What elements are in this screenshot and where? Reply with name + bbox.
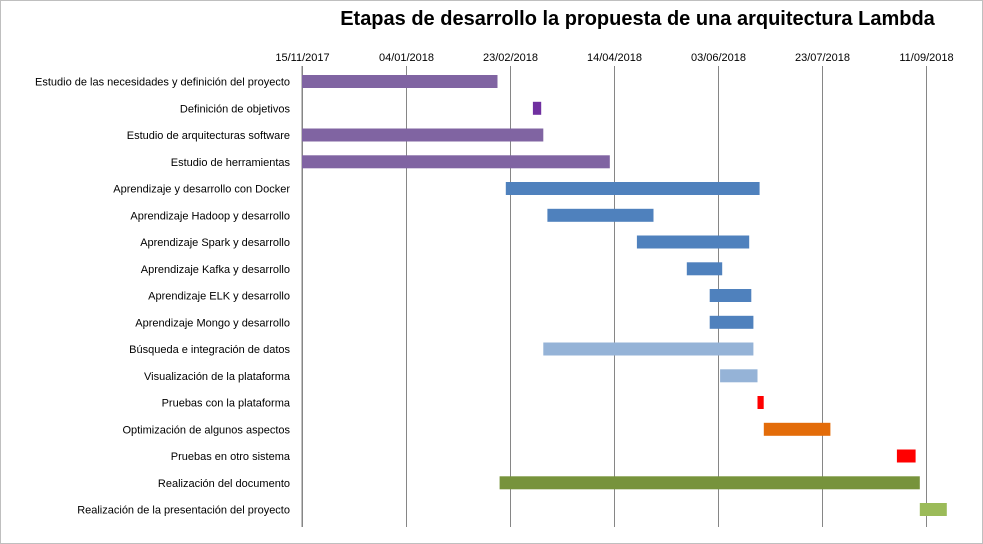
- task-bar: [709, 289, 752, 302]
- task-label: Aprendizaje Mongo y desarrollo: [135, 317, 290, 329]
- x-tick-label: 14/04/2018: [587, 52, 642, 64]
- x-tick-label: 23/07/2018: [795, 52, 850, 64]
- task-label: Aprendizaje y desarrollo con Docker: [113, 184, 290, 196]
- task-label: Optimización de algunos aspectos: [122, 424, 290, 436]
- task-bar: [543, 342, 754, 356]
- task-bar: [547, 208, 654, 222]
- task-bar: [763, 422, 831, 436]
- task-bar: [757, 396, 764, 409]
- x-tick-label: 03/06/2018: [691, 52, 746, 64]
- task-label: Visualización de la plataforma: [144, 371, 291, 383]
- task-bar: [896, 449, 916, 463]
- task-label: Estudio de las necesidades y definición …: [35, 77, 290, 89]
- task-label: Estudio de herramientas: [171, 157, 291, 169]
- x-tick-label: 15/11/2017: [275, 52, 329, 64]
- x-tick-label: 23/02/2018: [483, 52, 538, 64]
- task-bars: [302, 75, 947, 516]
- task-bar: [505, 182, 760, 195]
- x-tick-label: 04/01/2018: [379, 52, 434, 64]
- task-bar: [532, 101, 542, 115]
- task-label: Aprendizaje Hadoop y desarrollo: [130, 210, 290, 222]
- task-bar: [686, 262, 723, 276]
- gridlines: [301, 66, 927, 527]
- task-bar: [302, 155, 610, 169]
- task-label: Aprendizaje ELK y desarrollo: [148, 291, 290, 303]
- task-label: Definición de objetivos: [180, 103, 291, 115]
- task-bar: [499, 476, 920, 490]
- task-label: Realización del documento: [158, 478, 290, 490]
- task-bar: [636, 235, 750, 249]
- chart-title: Etapas de desarrollo la propuesta de una…: [340, 8, 935, 30]
- task-label: Aprendizaje Kafka y desarrollo: [141, 264, 290, 276]
- task-label: Pruebas con la plataforma: [162, 398, 291, 410]
- task-label: Aprendizaje Spark y desarrollo: [140, 237, 290, 249]
- task-bar: [709, 315, 754, 329]
- task-label: Pruebas en otro sistema: [171, 451, 291, 463]
- task-label: Estudio de arquitecturas software: [127, 130, 290, 142]
- task-bar: [302, 128, 544, 142]
- task-label: Búsqueda e integración de datos: [129, 344, 290, 356]
- task-bar: [720, 369, 758, 383]
- x-tick-label: 11/09/2018: [899, 52, 953, 64]
- x-axis-ticks: 15/11/2017 04/01/2018 23/02/2018 14/04/2018…: [275, 52, 953, 64]
- task-bar: [919, 503, 947, 516]
- task-label: Realización de la presentación del proye…: [77, 505, 290, 517]
- task-labels: Estudio de las necesidades y definición …: [35, 77, 291, 517]
- task-bar: [302, 75, 498, 88]
